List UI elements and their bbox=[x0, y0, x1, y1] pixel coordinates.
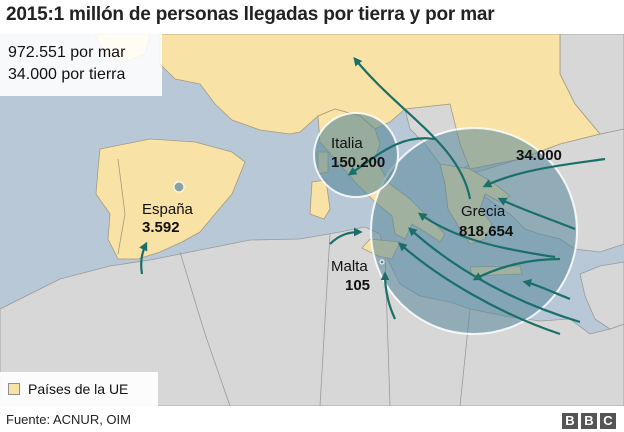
land-total: 34.000 por tierra bbox=[8, 66, 126, 83]
route-arrow-sicily bbox=[329, 227, 363, 245]
malta-value-label: 105 bbox=[345, 277, 370, 294]
spain-name-label: España bbox=[142, 201, 194, 218]
route-arrow-libya-2 bbox=[408, 227, 581, 324]
malta-name-label: Malta bbox=[331, 258, 368, 275]
totals-box: 972.551 por mar 34.000 por tierra bbox=[0, 34, 162, 96]
route-arrow-north bbox=[353, 56, 472, 200]
land-route-value-label: 34.000 bbox=[516, 147, 562, 164]
route-arrow-libya-1 bbox=[417, 212, 556, 259]
page-title: 2015:1 millón de personas llegadas por t… bbox=[6, 4, 495, 25]
bbc-logo: B B C bbox=[562, 413, 616, 429]
route-arrow-italy bbox=[347, 137, 436, 176]
route-arrow-libya-3 bbox=[398, 242, 561, 336]
africa-borders bbox=[179, 233, 471, 406]
malta-bubble bbox=[379, 259, 385, 265]
route-arrow-aegean bbox=[497, 197, 576, 231]
legend: Países de la UE bbox=[0, 372, 158, 406]
italy-value-label: 150.200 bbox=[331, 154, 385, 171]
logo-letter: B bbox=[562, 413, 578, 429]
migration-map: España 3.592 Italia 150.200 Grecia 818.6… bbox=[0, 34, 624, 406]
middle-east-land bbox=[579, 261, 624, 330]
iberia-land bbox=[95, 138, 246, 260]
spain-bubble bbox=[173, 181, 185, 193]
greece-name-label: Grecia bbox=[461, 203, 506, 220]
route-arrow-turkey-land bbox=[482, 157, 606, 188]
sea-total: 972.551 por mar bbox=[8, 44, 126, 61]
eu-swatch bbox=[8, 383, 20, 395]
italy-name-label: Italia bbox=[331, 135, 363, 152]
route-arrow-spain bbox=[139, 241, 148, 275]
route-arrow-malta bbox=[380, 271, 396, 320]
logo-letter: B bbox=[581, 413, 597, 429]
legend-label: Países de la UE bbox=[28, 381, 129, 397]
italy-bubble bbox=[313, 112, 399, 198]
logo-letter: C bbox=[600, 413, 616, 429]
route-arrow-egypt-1 bbox=[472, 257, 561, 281]
route-arrow-east-med bbox=[522, 278, 571, 301]
source-note: Fuente: ACNUR, OIM bbox=[6, 412, 131, 427]
greece-value-label: 818.654 bbox=[459, 223, 514, 240]
spain-value-label: 3.592 bbox=[142, 219, 180, 236]
